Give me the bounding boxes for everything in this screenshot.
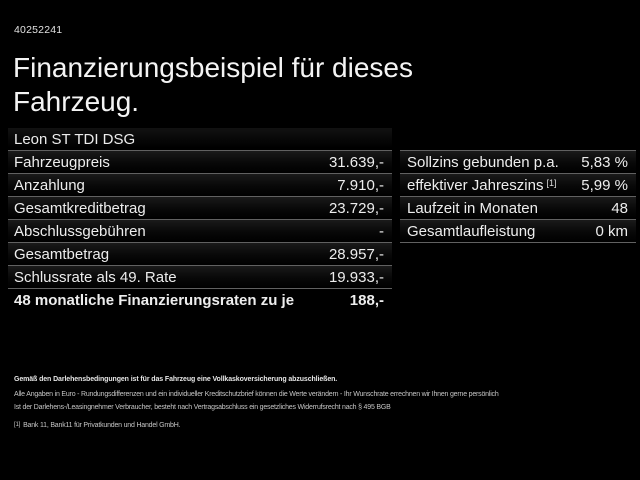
- conditions-row-total-mileage: Gesamtlaufleistung 0 km: [400, 219, 636, 242]
- finance-table: Leon ST TDI DSG Fahrzeugpreis 31.639,- A…: [8, 128, 392, 311]
- finance-row-value: 23.729,-: [328, 199, 384, 217]
- finance-row-value: -: [379, 222, 384, 240]
- finance-row-down-payment: Anzahlung 7.910,-: [8, 173, 392, 196]
- vehicle-model-row: Leon ST TDI DSG: [8, 128, 392, 150]
- conditions-table: Sollzins gebunden p.a. 5,83 % effektiver…: [400, 150, 636, 243]
- finance-row-label: Anzahlung: [14, 176, 85, 194]
- finance-row-value: 28.957,-: [328, 245, 384, 263]
- legal-insurance-note: Gemäß den Darlehensbedingungen ist für d…: [14, 376, 338, 383]
- finance-row-final-installment: Schlussrate als 49. Rate 19.933,-: [8, 265, 392, 288]
- finance-row-label: Gesamtkreditbetrag: [14, 199, 146, 217]
- page-title-line2: Fahrzeug.: [13, 86, 140, 117]
- finance-row-value: 31.639,-: [328, 153, 384, 171]
- conditions-row-label: Laufzeit in Monaten: [407, 199, 538, 217]
- finance-row-value: 7.910,-: [337, 176, 384, 194]
- conditions-row-label: Sollzins gebunden p.a.: [407, 153, 559, 171]
- footnote-text: Bank 11, Bank11 für Privatkunden und Han…: [23, 422, 181, 429]
- conditions-row-label-text: effektiver Jahreszins: [407, 176, 544, 194]
- page-title: Finanzierungsbeispiel für dieses Fahrzeu…: [13, 51, 413, 119]
- footnote-ref-marker: [1]: [546, 177, 557, 188]
- conditions-row-value: 5,83 %: [581, 153, 628, 171]
- vehicle-model: Leon ST TDI DSG: [14, 130, 136, 148]
- finance-row-closing-fees: Abschlussgebühren -: [8, 219, 392, 242]
- finance-row-label: Schlussrate als 49. Rate: [14, 268, 177, 286]
- conditions-row-value: 48: [611, 199, 628, 217]
- conditions-row-label: effektiver Jahreszins [1]: [407, 177, 556, 194]
- finance-row-vehicle-price: Fahrzeugpreis 31.639,-: [8, 150, 392, 173]
- page-title-line1: Finanzierungsbeispiel für dieses: [13, 52, 413, 83]
- finance-row-label: 48 monatliche Finanzierungsraten zu je: [14, 291, 295, 309]
- finance-row-label: Gesamtbetrag: [14, 245, 110, 263]
- conditions-row-term-months: Laufzeit in Monaten 48: [400, 196, 636, 219]
- finance-row-label: Abschlussgebühren: [14, 222, 146, 240]
- conditions-row-nominal-interest: Sollzins gebunden p.a. 5,83 %: [400, 150, 636, 173]
- finance-row-value: 19.933,-: [328, 268, 384, 286]
- finance-row-label: Fahrzeugpreis: [14, 153, 110, 171]
- legal-disclaimer-line1: Alle Angaben in Euro - Rundungsdifferenz…: [14, 391, 499, 398]
- footnote-marker: [1]: [14, 422, 21, 428]
- conditions-row-value: 5,99 %: [581, 176, 628, 194]
- legal-footnote: [1] Bank 11, Bank11 für Privatkunden und …: [14, 422, 626, 429]
- conditions-row-effective-interest: effektiver Jahreszins [1] 5,99 %: [400, 173, 636, 196]
- finance-row-monthly-rate: 48 monatliche Finanzierungsraten zu je 1…: [8, 288, 392, 311]
- finance-row-total-credit: Gesamtkreditbetrag 23.729,-: [8, 196, 392, 219]
- conditions-row-label: Gesamtlaufleistung: [407, 222, 536, 240]
- legal-disclaimer-line2: Ist der Darlehens-/Leasingnehmer Verbrau…: [14, 404, 391, 411]
- finance-row-total-amount: Gesamtbetrag 28.957,-: [8, 242, 392, 265]
- conditions-row-value: 0 km: [595, 222, 628, 240]
- vehicle-id: 40252241: [14, 24, 63, 36]
- finance-row-value: 188,-: [349, 291, 384, 309]
